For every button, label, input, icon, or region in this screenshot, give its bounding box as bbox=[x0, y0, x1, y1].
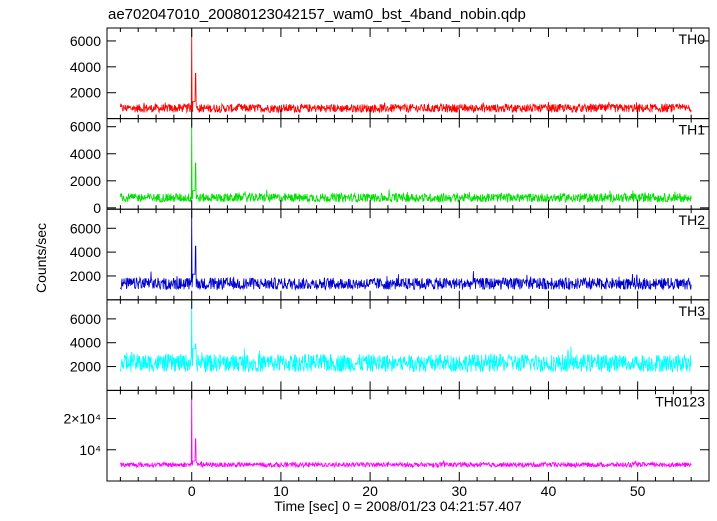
series-line-th3 bbox=[120, 300, 692, 373]
series-line-th2 bbox=[120, 210, 692, 291]
x-tick-label: 10 bbox=[273, 483, 289, 499]
y-tick-label: 2000 bbox=[70, 173, 101, 189]
y-tick-label: 2000 bbox=[70, 268, 101, 284]
y-tick-label: 4000 bbox=[70, 244, 101, 260]
series-line-th0123 bbox=[120, 390, 692, 469]
series-line-th0 bbox=[120, 27, 692, 114]
x-tick-label: 50 bbox=[630, 483, 646, 499]
chart-title: ae702047010_20080123042157_wam0_bst_4ban… bbox=[108, 6, 526, 23]
y-tick-label: 2000 bbox=[70, 85, 101, 101]
y-tick-label: 6000 bbox=[70, 33, 101, 49]
series-line-th1 bbox=[120, 119, 692, 204]
y-tick-label: 4000 bbox=[70, 335, 101, 351]
y-tick-label: 0 bbox=[93, 200, 101, 216]
panel-label-th1: TH1 bbox=[679, 122, 706, 138]
y-tick-label: 10⁴ bbox=[79, 442, 101, 458]
panel-label-th3: TH3 bbox=[679, 303, 706, 319]
x-tick-label: 0 bbox=[188, 483, 196, 499]
panel-frame bbox=[106, 389, 710, 482]
y-tick-label: 4000 bbox=[70, 59, 101, 75]
x-tick-label: 40 bbox=[541, 483, 557, 499]
panel-label-th2: TH2 bbox=[679, 212, 706, 228]
y-tick-label: 6000 bbox=[70, 311, 101, 327]
y-tick-label: 4000 bbox=[70, 146, 101, 162]
y-tick-label: 6000 bbox=[70, 220, 101, 236]
panel-th3: 2000 4000 6000 TH3 bbox=[70, 299, 710, 391]
panels-group: 2000 4000 6000 TH0 0 2000 4000 6000 TH1 2000 4000 6… bbox=[63, 27, 710, 499]
x-tick-label: 30 bbox=[451, 483, 467, 499]
y-tick-label: 2×10⁴ bbox=[63, 411, 101, 427]
panel-th2: 2000 4000 6000 TH2 bbox=[70, 208, 710, 301]
panel-frame bbox=[106, 299, 710, 391]
y-tick-label: 2000 bbox=[70, 359, 101, 375]
panel-label-th0123: TH0123 bbox=[655, 393, 705, 409]
panel-label-th0: TH0 bbox=[679, 31, 706, 47]
x-axis-label: Time [sec] 0 = 2008/01/23 04:21:57.407 bbox=[274, 498, 522, 514]
panel-frame bbox=[106, 27, 710, 120]
y-axis-label: Counts/sec bbox=[33, 223, 49, 293]
panel-th0: 2000 4000 6000 TH0 bbox=[70, 27, 710, 120]
x-tick-label: 20 bbox=[362, 483, 378, 499]
panel-th1: 0 2000 4000 6000 TH1 bbox=[70, 118, 710, 216]
y-tick-label: 6000 bbox=[70, 119, 101, 135]
panel-th0123: 10⁴ 2×10⁴ TH0123 bbox=[63, 389, 710, 482]
